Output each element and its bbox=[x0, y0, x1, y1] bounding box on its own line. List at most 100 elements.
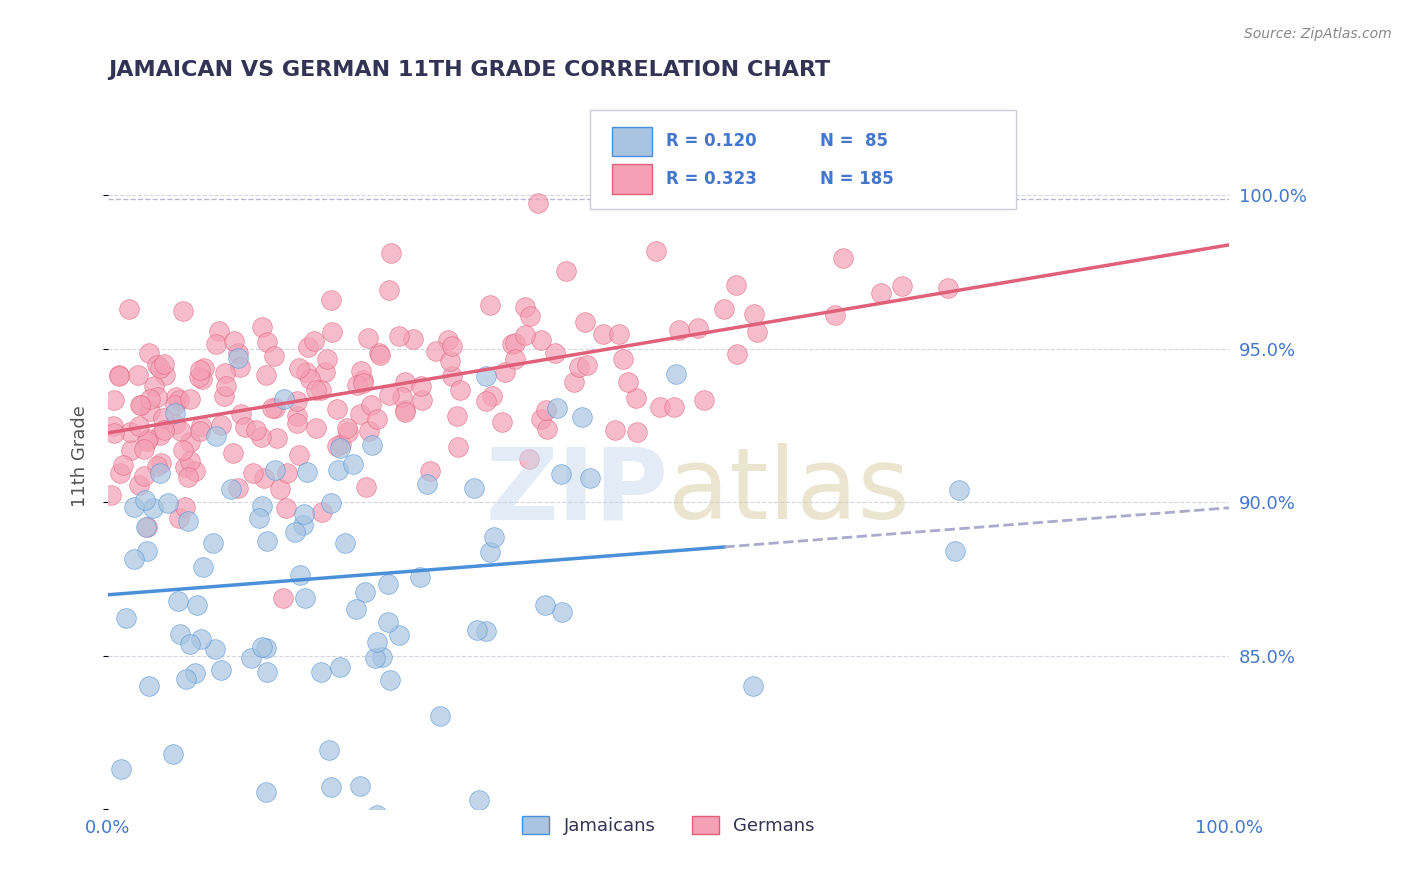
Jamaicans bbox=[318, 743, 340, 757]
Germans bbox=[411, 392, 433, 407]
Germans bbox=[132, 468, 155, 483]
Jamaicans bbox=[124, 552, 146, 566]
Jamaicans bbox=[124, 500, 146, 515]
Germans bbox=[337, 425, 360, 439]
Germans bbox=[366, 412, 388, 426]
Germans bbox=[149, 428, 172, 442]
Jamaicans bbox=[550, 467, 572, 482]
Germans bbox=[226, 481, 249, 495]
Jamaicans bbox=[138, 679, 160, 693]
Jamaicans bbox=[482, 530, 505, 544]
Germans bbox=[215, 378, 238, 392]
Text: Source: ZipAtlas.com: Source: ZipAtlas.com bbox=[1244, 27, 1392, 41]
Jamaicans bbox=[326, 463, 349, 477]
Text: R = 0.323: R = 0.323 bbox=[666, 169, 756, 188]
Germans bbox=[152, 410, 174, 425]
Jamaicans bbox=[295, 465, 318, 479]
Germans bbox=[394, 402, 416, 417]
Germans bbox=[321, 325, 343, 339]
Germans bbox=[138, 392, 160, 406]
Germans bbox=[377, 283, 399, 297]
Text: N =  85: N = 85 bbox=[820, 132, 887, 150]
Germans bbox=[260, 401, 283, 416]
Jamaicans bbox=[665, 367, 688, 381]
Germans bbox=[869, 285, 891, 300]
Germans bbox=[135, 434, 157, 449]
Jamaicans bbox=[329, 441, 352, 455]
Germans bbox=[530, 412, 553, 426]
Germans bbox=[329, 437, 352, 451]
Jamaicans bbox=[169, 626, 191, 640]
Jamaicans bbox=[256, 534, 278, 549]
Germans bbox=[624, 392, 647, 406]
Jamaicans bbox=[578, 470, 600, 484]
Germans bbox=[179, 453, 201, 467]
Germans bbox=[357, 424, 380, 438]
Germans bbox=[350, 364, 373, 378]
Germans bbox=[568, 360, 591, 375]
Germans bbox=[544, 345, 567, 359]
Jamaicans bbox=[546, 401, 568, 415]
Germans bbox=[167, 511, 190, 525]
Germans bbox=[530, 333, 553, 347]
Germans bbox=[346, 378, 368, 392]
Germans bbox=[285, 409, 308, 424]
Germans bbox=[269, 482, 291, 496]
Germans bbox=[170, 425, 193, 439]
Germans bbox=[298, 372, 321, 386]
Germans bbox=[513, 327, 536, 342]
Germans bbox=[305, 421, 328, 435]
Jamaicans bbox=[226, 351, 249, 366]
Jamaicans bbox=[366, 808, 388, 822]
Jamaicans bbox=[184, 666, 207, 681]
Germans bbox=[193, 361, 215, 376]
Jamaicans bbox=[294, 591, 316, 605]
Germans bbox=[155, 368, 177, 382]
Germans bbox=[167, 392, 190, 407]
Germans bbox=[439, 353, 461, 368]
Germans bbox=[354, 480, 377, 494]
Germans bbox=[153, 423, 176, 437]
Germans bbox=[501, 337, 523, 351]
Germans bbox=[536, 422, 558, 436]
Germans bbox=[188, 363, 211, 377]
Germans bbox=[118, 301, 141, 316]
Germans bbox=[394, 405, 416, 419]
Germans bbox=[179, 435, 201, 450]
Jamaicans bbox=[273, 392, 295, 406]
Germans bbox=[108, 368, 131, 383]
Jamaicans bbox=[209, 663, 232, 677]
Germans bbox=[128, 418, 150, 433]
Germans bbox=[150, 456, 173, 470]
Germans bbox=[713, 301, 735, 316]
Germans bbox=[208, 324, 231, 338]
Jamaicans bbox=[134, 493, 156, 508]
Jamaicans bbox=[366, 635, 388, 649]
Germans bbox=[411, 379, 433, 393]
Jamaicans bbox=[174, 672, 197, 686]
Germans bbox=[214, 389, 236, 403]
Jamaicans bbox=[463, 481, 485, 495]
Germans bbox=[534, 403, 557, 417]
Text: N = 185: N = 185 bbox=[820, 169, 894, 188]
Germans bbox=[285, 416, 308, 430]
Jamaicans bbox=[468, 793, 491, 807]
Jamaicans bbox=[247, 511, 270, 525]
Germans bbox=[108, 466, 131, 480]
Jamaicans bbox=[292, 518, 315, 533]
Germans bbox=[742, 307, 765, 321]
Germans bbox=[446, 440, 468, 454]
Jamaicans bbox=[179, 637, 201, 651]
Germans bbox=[555, 264, 578, 278]
Jamaicans bbox=[364, 651, 387, 665]
Germans bbox=[209, 418, 232, 433]
Jamaicans bbox=[288, 568, 311, 582]
Germans bbox=[311, 505, 333, 519]
FancyBboxPatch shape bbox=[591, 111, 1017, 210]
Germans bbox=[360, 398, 382, 412]
Jamaicans bbox=[190, 632, 212, 647]
Germans bbox=[120, 443, 142, 458]
Jamaicans bbox=[371, 650, 394, 665]
Germans bbox=[419, 464, 441, 478]
Germans bbox=[356, 331, 378, 345]
